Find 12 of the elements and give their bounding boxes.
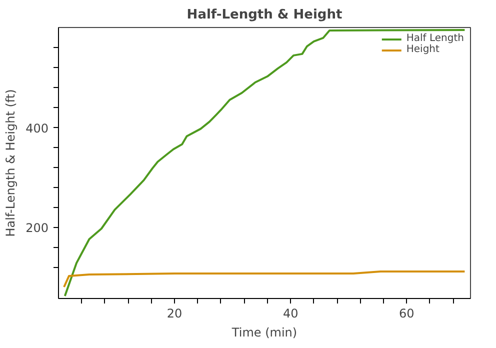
x-tick-label: 40 bbox=[282, 306, 298, 320]
legend-label: Half Length bbox=[406, 33, 464, 44]
y-axis-title: Half-Length & Height (ft) bbox=[4, 89, 18, 237]
x-tick-label: 20 bbox=[166, 306, 182, 320]
line-series bbox=[64, 28, 466, 298]
x-axis-title: Time (min) bbox=[230, 326, 298, 340]
legend-label: Height bbox=[406, 44, 440, 55]
line-series bbox=[63, 270, 466, 288]
y-tick-label: 400 bbox=[26, 121, 48, 136]
x-tick-label: 60 bbox=[399, 306, 414, 320]
y-tick-label: 200 bbox=[26, 221, 48, 236]
chart-title: Half-Length & Height bbox=[186, 8, 342, 22]
